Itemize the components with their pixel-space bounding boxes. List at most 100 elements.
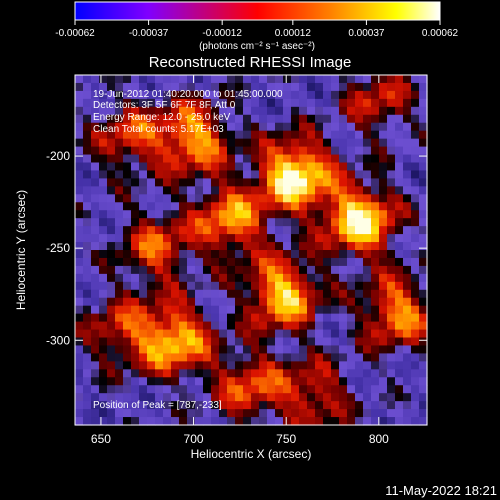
heatmap-cell [187,242,196,251]
heatmap-cell [75,305,84,315]
heatmap-cell [331,194,340,203]
heatmap-cell [379,297,388,307]
heatmap-cell [83,377,92,386]
heatmap-cell [243,202,252,211]
heatmap-cell [331,122,340,132]
heatmap-cell [315,345,324,354]
heatmap-cell [131,154,140,164]
heatmap-cell [123,337,132,347]
heatmap-cell [299,265,308,275]
heatmap-cell [275,409,284,418]
heatmap-cell [299,146,308,156]
heatmap-cell [267,297,276,307]
heatmap-cell [323,202,332,211]
heatmap-cell [211,337,220,347]
heatmap-cell [195,75,204,84]
heatmap-cell [403,82,412,92]
heatmap-cell [315,226,324,235]
heatmap-cell [267,154,276,164]
heatmap-cell [83,154,92,164]
heatmap-cell [75,257,84,267]
heatmap-cell [163,417,172,426]
heatmap-cell [139,218,148,227]
heatmap-cell [267,218,276,227]
heatmap-cell [219,218,228,227]
heatmap-cell [339,409,348,418]
heatmap-cell [419,170,428,179]
heatmap-cell [355,202,364,211]
heatmap-cell [171,194,180,203]
heatmap-cell [387,218,396,227]
heatmap-cell [419,297,428,307]
heatmap-cell [267,162,276,172]
heatmap-cell [315,130,324,140]
heatmap-cell [339,82,348,92]
heatmap-cell [243,226,252,235]
heatmap-cell [379,170,388,179]
heatmap-cell [155,417,164,426]
heatmap-cell [155,345,164,354]
heatmap-cell [155,202,164,211]
heatmap-cell [107,250,116,259]
heatmap-cell [419,98,428,108]
heatmap-cell [171,305,180,315]
heatmap-cell [331,210,340,219]
heatmap-cell [139,234,148,243]
heatmap-cell [187,337,196,347]
heatmap-cell [419,265,428,275]
heatmap-cell [131,401,140,410]
heatmap-cell [187,218,196,227]
heatmap-cell [419,273,428,283]
heatmap-cell [99,329,108,339]
heatmap-cell [91,130,100,140]
heatmap-cell [323,82,332,92]
heatmap-cell [323,162,332,172]
heatmap-cell [315,393,324,402]
heatmap-cell [331,106,340,116]
heatmap-cell [179,130,188,140]
heatmap-cell [131,82,140,92]
heatmap-cell [355,417,364,426]
heatmap-cell [107,75,116,84]
heatmap-cell [307,250,316,259]
heatmap-cell [203,321,212,331]
heatmap-cell [291,106,300,116]
heatmap-cell [123,409,132,418]
heatmap-cell [211,154,220,164]
heatmap-cell [363,250,372,259]
heatmap-cell [363,385,372,394]
heatmap-cell [235,281,244,291]
heatmap-cell [307,234,316,243]
heatmap-cell [195,313,204,323]
heatmap-cell [107,345,116,354]
heatmap-cell [275,329,284,339]
heatmap-cell [371,305,380,315]
heatmap-cell [195,122,204,132]
heatmap-cell [155,250,164,259]
heatmap-cell [99,305,108,315]
heatmap-cell [299,170,308,179]
heatmap-cell [155,337,164,347]
heatmap-cell [171,393,180,402]
heatmap-cell [251,345,260,354]
heatmap-cell [411,138,420,148]
heatmap-cell [395,393,404,402]
heatmap-cell [339,321,348,331]
heatmap-cell [75,250,84,259]
heatmap-cell [179,321,188,331]
heatmap-cell [419,146,428,156]
heatmap-cell [139,353,148,362]
heatmap-cell [307,98,316,108]
heatmap-cell [75,417,84,426]
heatmap-cell [131,353,140,362]
heatmap-cell [195,186,204,195]
heatmap-cell [323,154,332,164]
heatmap-cell [83,114,92,124]
annotation-clean-counts: Clean Total counts: 5.17E+03 [93,124,224,135]
heatmap-cell [299,377,308,386]
heatmap-cell [195,337,204,347]
heatmap-cell [347,90,356,100]
heatmap-cell [115,98,124,108]
heatmap-cell [91,170,100,179]
heatmap-cell [371,345,380,354]
